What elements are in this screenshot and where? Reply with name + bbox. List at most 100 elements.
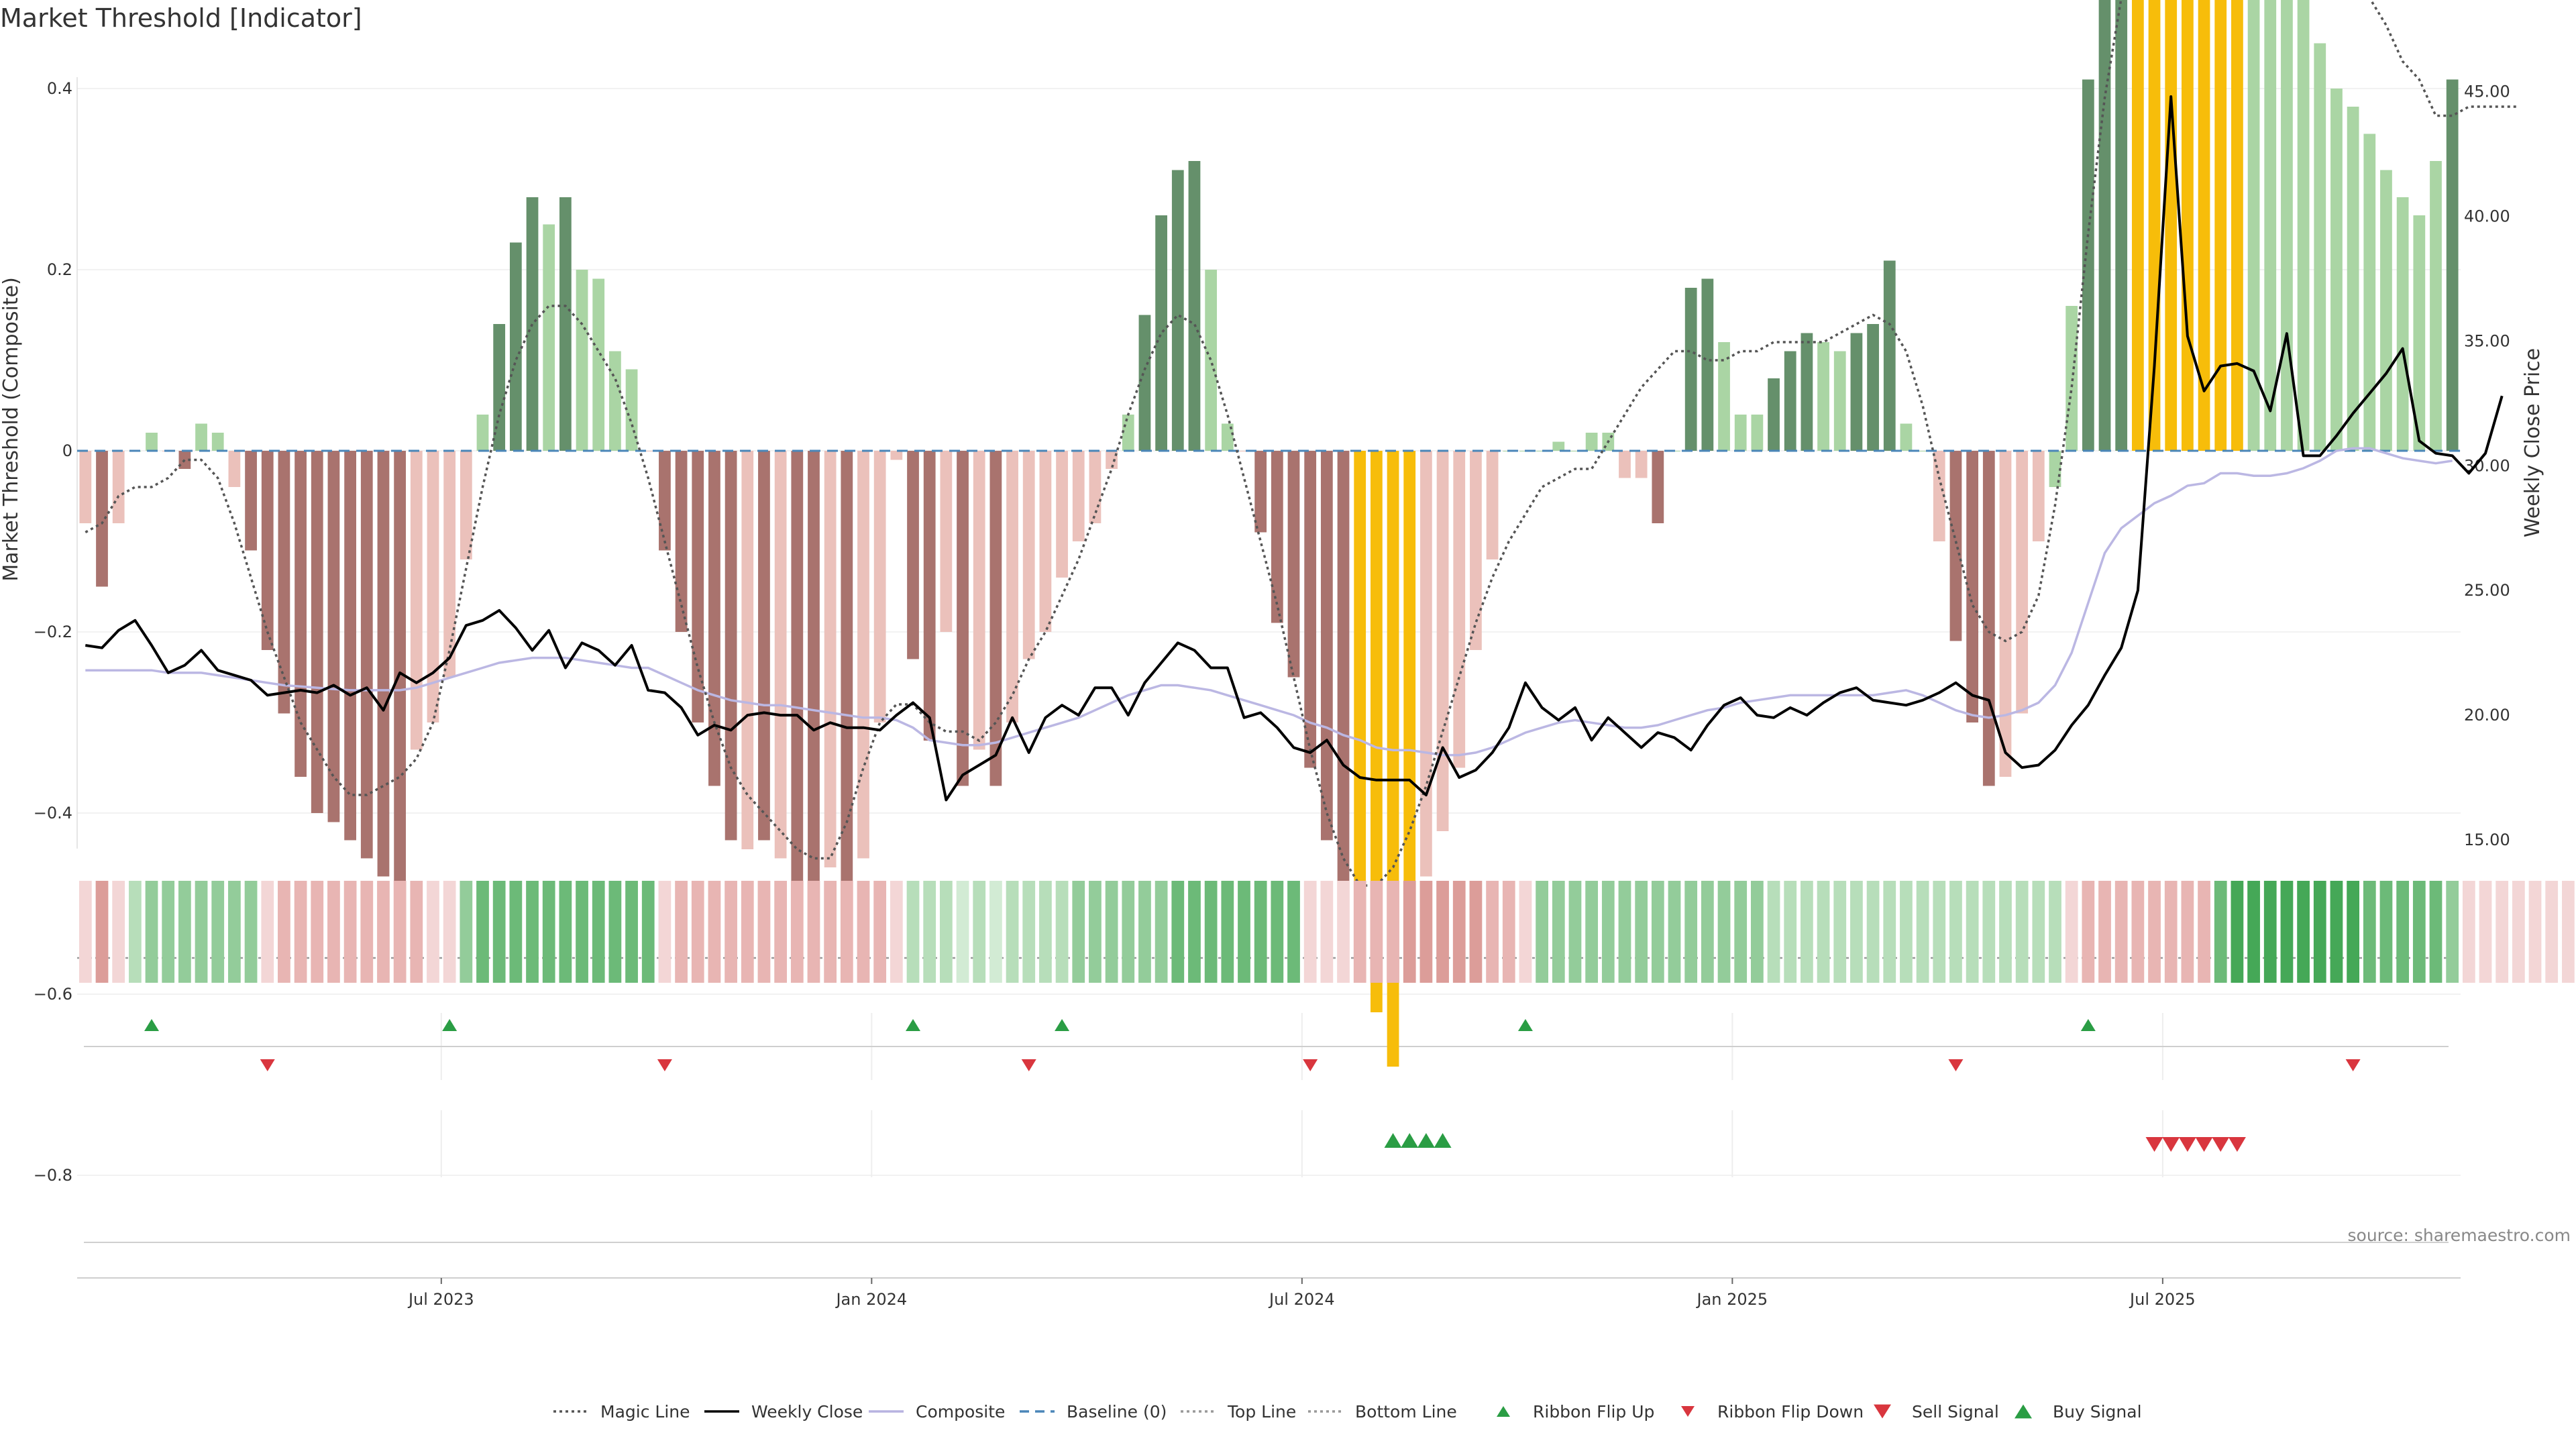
ribbon-cell: [873, 881, 887, 983]
magic-line: [85, 0, 2519, 887]
ribbon-cell: [1568, 881, 1582, 983]
composite-bar: [708, 451, 720, 786]
composite-bar: [394, 451, 407, 885]
legend-swatch: [1874, 1404, 1891, 1419]
ribbon-cell: [1949, 881, 1962, 983]
ribbon-cell: [1701, 881, 1714, 983]
ribbon-cell: [774, 881, 788, 983]
composite-bar: [758, 451, 770, 841]
ribbon-cell: [2231, 881, 2244, 983]
composite-bar: [2214, 0, 2227, 451]
ribbon-cell: [939, 881, 953, 983]
composite-bar: [344, 451, 356, 841]
legend-item: Sell Signal: [1874, 1402, 1999, 1421]
composite-bar: [1585, 433, 1598, 451]
composite-bar: [377, 451, 390, 877]
composite-bar: [907, 451, 919, 659]
ribbon-cell: [542, 881, 555, 983]
legend-label: Top Line: [1227, 1402, 1296, 1421]
composite-bar: [724, 451, 737, 841]
composite-bar: [1684, 288, 1697, 451]
ribbon-cell: [2082, 881, 2095, 983]
legend-item: Baseline (0): [1020, 1402, 1167, 1421]
x-tick-label: Jan 2024: [835, 1290, 907, 1309]
composite-bar: [940, 451, 953, 632]
ribbon-cell: [1188, 881, 1201, 983]
ribbon-cell: [1866, 881, 1880, 983]
ribbon-cell: [1900, 881, 1913, 983]
ribbon-cell: [1171, 881, 1185, 983]
ribbon-cell: [906, 881, 920, 983]
composite-bar: [2049, 451, 2061, 487]
ribbon-cell: [1469, 881, 1483, 983]
composite-bar: [659, 451, 671, 551]
ribbon-cell: [1966, 881, 1979, 983]
ribbon-cell: [1039, 881, 1052, 983]
ribbon-cell: [492, 881, 506, 983]
composite-bar: [1751, 415, 1764, 451]
composite-bar: [1221, 423, 1234, 451]
legend-item: Ribbon Flip Down: [1681, 1402, 1864, 1421]
ribbon-cell: [2098, 881, 2111, 983]
legend-item: Buy Signal: [2015, 1402, 2142, 1421]
sell-signal-marker: [2212, 1137, 2230, 1152]
ribbon-cell: [460, 881, 473, 983]
composite-bar: [2380, 170, 2392, 451]
ribbon-cell: [1452, 881, 1466, 983]
composite-bar: [1784, 351, 1796, 451]
ribbon-cell: [1750, 881, 1764, 983]
ribbon-cell: [1387, 881, 1399, 983]
ribbon-cell: [1536, 881, 1548, 983]
composite-bar: [2165, 0, 2178, 451]
ribbon-flip-down-marker: [1303, 1059, 1318, 1071]
ribbon-cell: [95, 881, 109, 983]
ribbon-cell: [343, 881, 357, 983]
buy-signal-marker: [1384, 1133, 1402, 1148]
chart-title: Market Threshold [Indicator]: [0, 3, 362, 33]
ribbon-cell: [2562, 881, 2575, 983]
legend-label: Weekly Close: [751, 1402, 863, 1421]
sell-signal-marker: [2145, 1137, 2163, 1152]
ribbon-cell: [1883, 881, 1896, 983]
ribbon-cell: [576, 881, 588, 983]
ribbon-cell: [1055, 881, 1069, 983]
composite-bar: [509, 242, 522, 451]
composite-bar: [2297, 0, 2310, 451]
composite-bar: [1138, 315, 1151, 451]
legend-label: Bottom Line: [1355, 1402, 1457, 1421]
ribbon-cell: [1801, 881, 1813, 983]
legend-item: Top Line: [1181, 1402, 1296, 1421]
legend-label: Sell Signal: [1912, 1402, 1999, 1421]
ribbon-cell: [1238, 881, 1250, 983]
composite-bar: [1337, 451, 1350, 913]
composite-bar: [1056, 451, 1068, 578]
composite-bar: [576, 270, 588, 451]
composite-bar: [857, 451, 869, 859]
composite-bar: [2231, 0, 2243, 451]
composite-bar: [973, 451, 985, 750]
y-right-tick-label: 35.00: [2464, 331, 2510, 350]
composite-bar: [592, 278, 605, 451]
sell-signal-marker: [2178, 1137, 2196, 1152]
ribbon-cell: [2496, 881, 2509, 983]
ribbon-cell: [1403, 881, 1416, 983]
ribbon-flip-up-marker: [1517, 1019, 1533, 1031]
ribbon-cell: [2181, 881, 2194, 983]
ribbon-cell: [1353, 881, 1366, 983]
ribbon-cell: [327, 881, 340, 983]
composite-bar: [1072, 451, 1085, 541]
composite-bar: [1982, 451, 1995, 786]
ribbon-flip-up-marker: [144, 1019, 160, 1031]
y-right-tick-label: 20.00: [2464, 706, 2510, 724]
y-right-tick-label: 40.00: [2464, 207, 2510, 226]
ribbon-cell: [724, 881, 737, 983]
ribbon-cell: [294, 881, 307, 983]
composite-bar: [2446, 79, 2459, 451]
ribbon-cell: [78, 881, 92, 983]
ribbon-cell: [2512, 881, 2525, 983]
ribbon-cell: [890, 881, 903, 983]
composite-bar: [1768, 378, 1780, 451]
composite-bar: [1734, 415, 1747, 451]
ribbon-cell: [559, 881, 572, 983]
ribbon-cell: [1982, 881, 1996, 983]
